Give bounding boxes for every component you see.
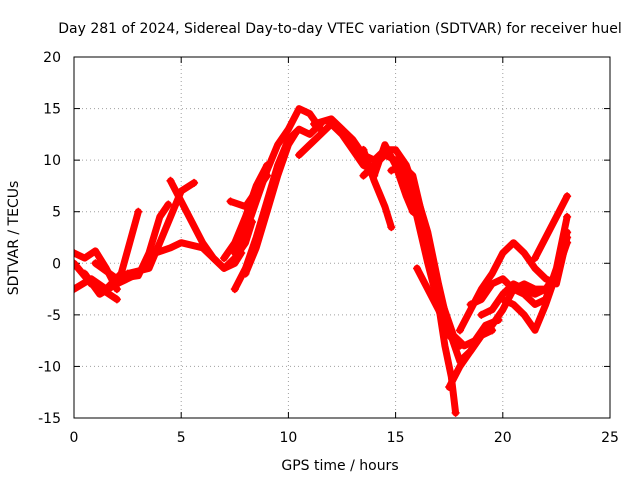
x-tick-label: 20 <box>494 430 512 446</box>
series-trace-16 <box>359 146 395 231</box>
data-point-marker <box>230 285 239 294</box>
y-tick-label: 15 <box>43 102 61 118</box>
y-tick-label: -15 <box>38 411 61 427</box>
series-trace-9 <box>231 105 325 257</box>
data-point-marker <box>290 130 299 139</box>
data-point-marker <box>445 383 454 392</box>
data-point-marker <box>310 120 319 129</box>
series-trace-6 <box>124 179 198 278</box>
data-point-marker <box>123 269 132 278</box>
data-point-marker <box>541 285 550 294</box>
y-tick-label: 20 <box>43 50 61 66</box>
data-point-marker <box>530 254 539 263</box>
data-point-marker <box>563 212 572 221</box>
series-trace-13 <box>295 120 378 174</box>
data-point-marker <box>408 207 417 216</box>
data-point-marker <box>262 171 271 180</box>
x-tick-label: 0 <box>70 430 79 446</box>
y-tick-label: -10 <box>38 359 61 375</box>
plot-area <box>74 105 572 417</box>
plot-frame <box>73 56 611 419</box>
data-point-marker <box>451 408 460 417</box>
grid <box>74 57 610 418</box>
series-trace-23 <box>499 239 571 334</box>
x-tick-label: 15 <box>387 430 405 446</box>
data-point-marker <box>220 254 229 263</box>
series-trace-10 <box>220 161 271 262</box>
y-tick-label: 5 <box>52 205 61 221</box>
data-point-marker <box>359 145 368 154</box>
y-tick-label: -5 <box>47 308 61 324</box>
y-tick-label: 0 <box>52 256 61 272</box>
data-point-marker <box>477 310 486 319</box>
series-group <box>74 105 572 417</box>
series-trace-7 <box>167 177 256 272</box>
data-point-marker <box>262 161 271 170</box>
data-point-marker <box>563 192 572 201</box>
y-axis-label: SDTVAR / TECUs <box>6 181 22 296</box>
data-point-marker <box>112 295 121 304</box>
x-tick-label: 5 <box>177 430 186 446</box>
data-point-marker <box>387 223 396 232</box>
series-trace-11 <box>242 130 299 278</box>
data-point-marker <box>563 238 572 247</box>
data-point-marker <box>74 259 78 268</box>
data-point-marker <box>166 176 175 185</box>
data-point-marker <box>91 259 100 268</box>
x-tick-label: 25 <box>601 430 619 446</box>
data-point-marker <box>370 171 379 180</box>
data-point-marker <box>164 200 173 209</box>
data-point-marker <box>241 269 250 278</box>
series-trace-25 <box>531 192 571 262</box>
data-point-marker <box>74 248 78 257</box>
x-axis-label: GPS time / hours <box>281 458 398 474</box>
data-point-marker <box>74 285 78 294</box>
data-point-marker <box>359 171 368 180</box>
data-point-marker <box>455 326 464 335</box>
data-point-marker <box>226 197 235 206</box>
data-point-marker <box>466 300 475 309</box>
chart-title: Day 281 of 2024, Sidereal Day-to-day VTE… <box>58 21 621 37</box>
data-point-marker <box>190 178 199 187</box>
data-point-marker <box>295 150 304 159</box>
series-trace-19 <box>413 264 464 350</box>
series-trace-5 <box>91 201 172 283</box>
data-point-marker <box>413 264 422 273</box>
data-point-marker <box>387 166 396 175</box>
data-point-marker <box>80 269 89 278</box>
x-tick-label: 10 <box>279 430 297 446</box>
data-point-marker <box>134 207 143 216</box>
series-trace-12 <box>227 172 271 211</box>
data-point-marker <box>230 248 239 257</box>
series-trace-24 <box>477 280 550 319</box>
data-point-marker <box>455 341 464 350</box>
y-tick-label: 10 <box>43 153 61 169</box>
